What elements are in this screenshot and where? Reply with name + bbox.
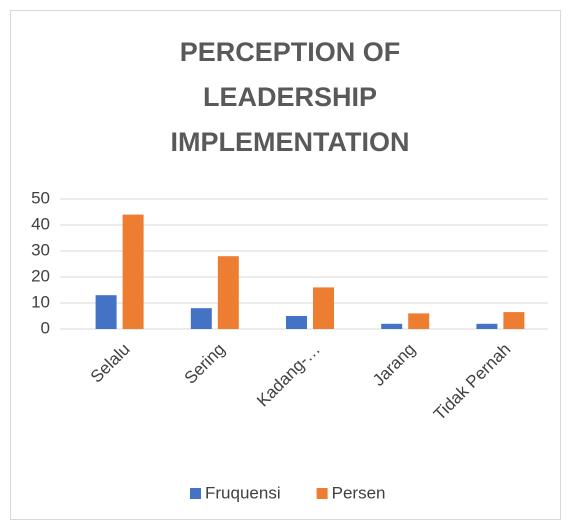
y-tick-label: 10 xyxy=(31,292,50,311)
y-tick-label: 30 xyxy=(31,240,50,259)
bar xyxy=(476,323,498,329)
chart-title: PERCEPTION OF LEADERSHIP IMPLEMENTATION xyxy=(170,37,410,157)
bar xyxy=(217,256,239,329)
y-tick-label: 50 xyxy=(31,188,50,207)
bar xyxy=(381,323,403,329)
legend-label: Fruquensi xyxy=(205,483,281,502)
bar xyxy=(286,316,307,329)
bar xyxy=(122,214,144,329)
legend-swatch xyxy=(316,488,328,499)
y-tick-label: 40 xyxy=(31,214,50,233)
bar xyxy=(95,295,117,329)
legend-swatch xyxy=(190,488,201,499)
bar xyxy=(313,287,334,329)
chart-border xyxy=(10,10,561,520)
bar xyxy=(408,313,430,329)
y-tick-label: 20 xyxy=(31,266,50,285)
bar xyxy=(190,308,212,329)
bar xyxy=(503,312,525,329)
legend-label: Persen xyxy=(332,483,386,502)
y-tick-label: 0 xyxy=(41,318,50,337)
